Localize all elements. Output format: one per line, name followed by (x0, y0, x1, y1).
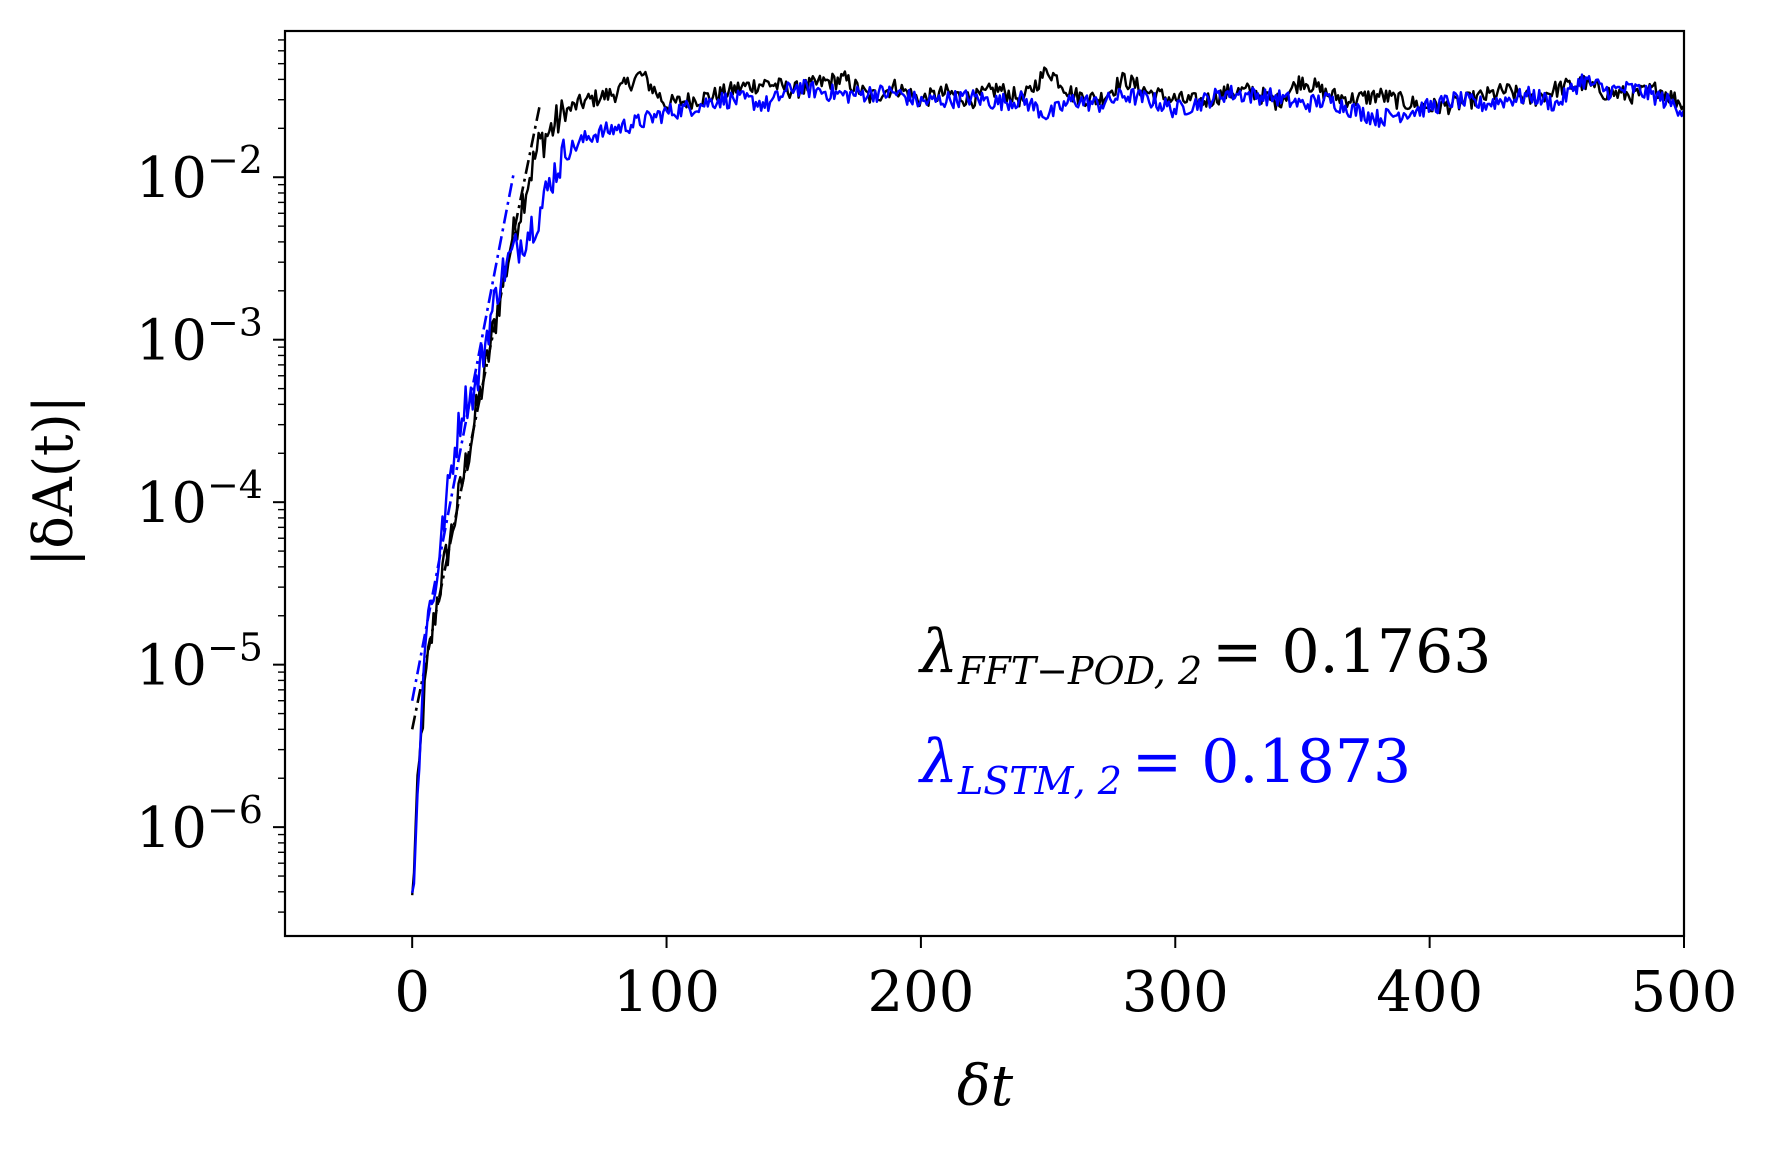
annotation-lstm-symbol: λ (918, 727, 958, 797)
svg-text:λFFT−POD, 2= 0.1763: λFFT−POD, 2 = 0.1763 (918, 617, 1491, 693)
x-tick-label: 0 (394, 960, 430, 1025)
x-tick-label: 500 (1631, 960, 1738, 1025)
x-axis-label: δt (957, 1054, 1014, 1119)
annotation-fft-pod-subscript: FFT−POD, 2 (957, 649, 1202, 693)
axis-ticks (273, 176, 1685, 948)
y-tick-label: 10−6 (136, 788, 263, 861)
annotation-lstm: λLSTM, 2 = 0.1873 (918, 727, 1411, 803)
x-tick-label: 100 (613, 960, 720, 1025)
y-tick-label: 10−4 (136, 463, 263, 536)
x-tick-label: 200 (867, 960, 974, 1025)
tick-labels: 0 100 200 300 400 500 10−6 10−5 10−4 10−3 10−2 (136, 138, 1738, 1025)
series-line-lstm (411, 73, 1685, 894)
annotation-fft-pod-value: = 0.1763 (1212, 617, 1491, 687)
y-minor-ticks (278, 39, 285, 913)
annotation-fft-pod: λFFT−POD, 2 = 0.1763 (918, 617, 1491, 693)
x-tick-label: 400 (1376, 960, 1483, 1025)
annotation-lstm-value: = 0.1873 (1132, 727, 1411, 797)
annotation-fft-pod-symbol: λ (918, 617, 958, 687)
svg-text:λLSTM, 2= 0.1873: λLSTM, 2 = 0.1873 (918, 727, 1411, 803)
x-tick-label: 300 (1122, 960, 1229, 1025)
annotation-lstm-subscript: LSTM, 2 (957, 759, 1122, 803)
series-line-fft_pod (411, 66, 1685, 896)
series-lines (411, 66, 1685, 896)
y-axis-label: |δA(t)| (22, 395, 85, 567)
y-tick-label: 10−2 (136, 138, 263, 211)
y-tick-label: 10−5 (136, 626, 263, 699)
plot-frame (283, 29, 1686, 938)
y-tick-label: 10−3 (136, 301, 263, 374)
